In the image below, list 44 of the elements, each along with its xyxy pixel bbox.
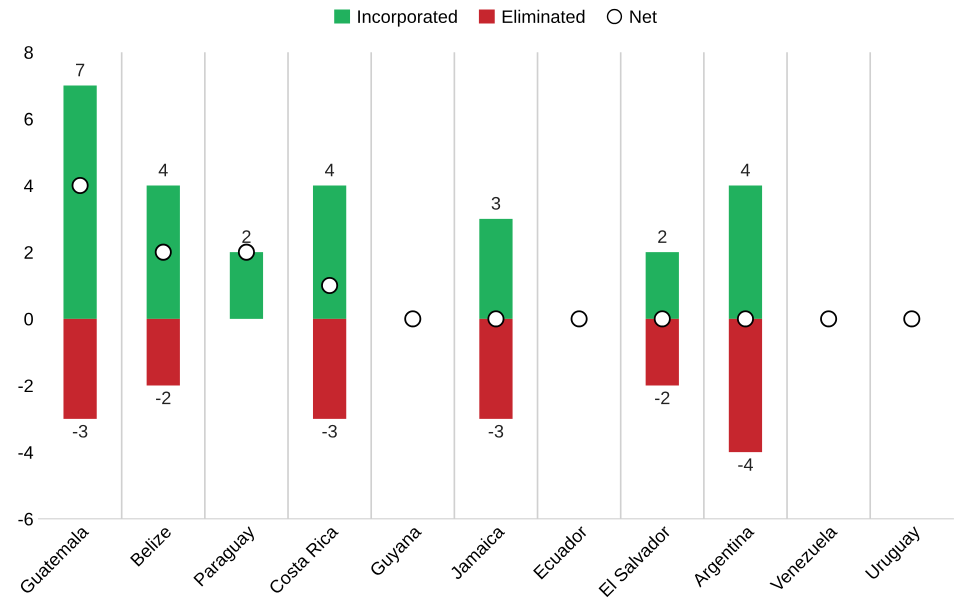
- y-tick-label: 0: [24, 312, 33, 326]
- bar: [728, 318, 762, 452]
- bar: [63, 86, 97, 319]
- legend-label: Net: [630, 10, 657, 24]
- legend-label: Eliminated: [502, 10, 584, 24]
- data-label: -2: [655, 392, 670, 404]
- bar: [63, 318, 97, 419]
- bar: [479, 318, 513, 419]
- bar: [479, 218, 513, 319]
- data-label: 4: [158, 164, 168, 176]
- bar: [312, 186, 346, 319]
- bar: [646, 318, 679, 386]
- bar: [646, 252, 679, 319]
- point: [736, 310, 754, 328]
- y-tick-label: 4: [24, 180, 34, 192]
- bar: [146, 186, 180, 319]
- legend-label: Incorporated: [358, 10, 457, 27]
- data-label: 7: [76, 64, 84, 76]
- bar: [146, 318, 180, 386]
- y-tick-label: 8: [24, 46, 33, 59]
- data-label: -3: [72, 424, 88, 438]
- bar: [728, 186, 762, 319]
- point: [154, 244, 172, 261]
- data-label: -3: [488, 424, 504, 438]
- point: [487, 310, 504, 328]
- data-label: 3: [492, 196, 500, 210]
- data-label: 2: [242, 230, 251, 243]
- data-label: -2: [156, 392, 170, 404]
- y-tick-label: -4: [18, 446, 34, 459]
- data-label: 2: [658, 230, 666, 243]
- y-tick-label: -2: [18, 379, 33, 392]
- data-label: 4: [740, 164, 750, 176]
- y-tick-label: -6: [18, 512, 33, 526]
- point: [321, 276, 338, 294]
- data-label: -3: [322, 424, 337, 438]
- bar: [230, 252, 264, 319]
- y-tick-label: 6: [24, 112, 33, 126]
- data-label: -4: [738, 458, 753, 471]
- data-label: 4: [325, 164, 334, 176]
- y-tick-label: 2: [24, 246, 33, 259]
- bar: [312, 318, 346, 419]
- point: [654, 310, 671, 328]
- point: [72, 177, 89, 194]
- point: [238, 244, 255, 261]
